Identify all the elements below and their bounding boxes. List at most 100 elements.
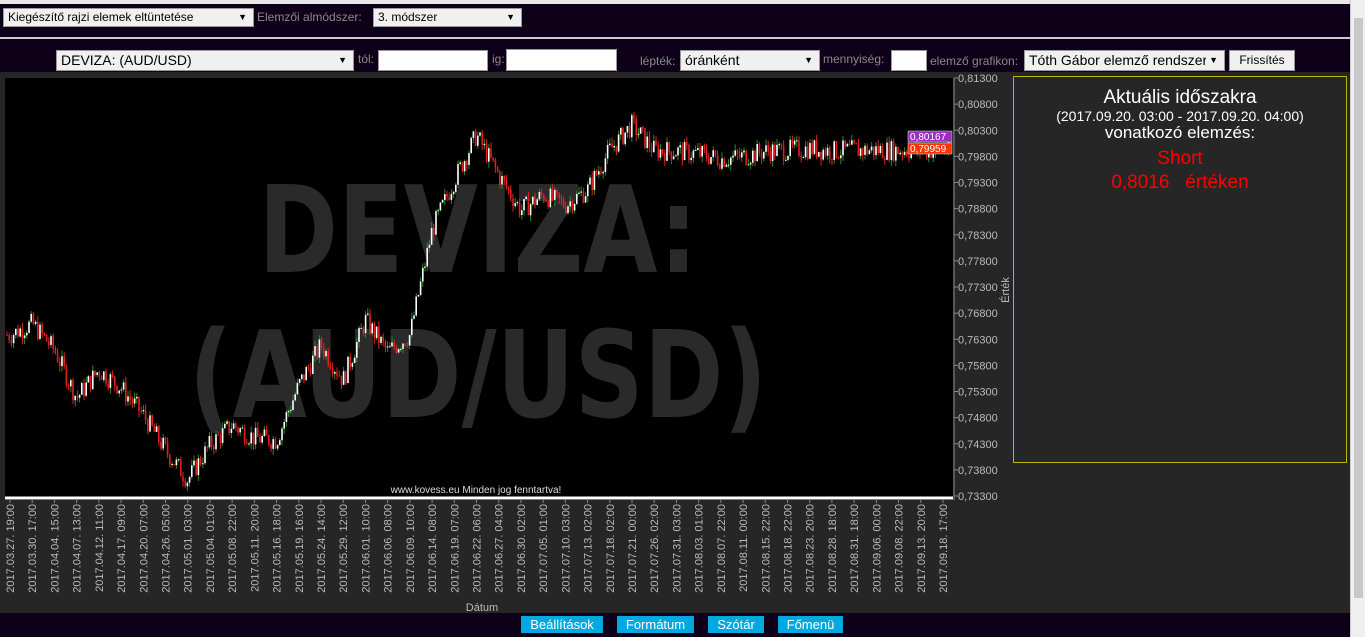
candle-body (483, 143, 486, 146)
to-input[interactable] (506, 49, 617, 71)
candle-body (114, 376, 116, 386)
candle-body (712, 150, 714, 158)
candle-body (754, 150, 756, 162)
candle-body (188, 476, 191, 483)
candle-body (600, 171, 602, 174)
x-tick-label: 2017.05.04. 01:00 (205, 504, 217, 593)
candle-body (52, 336, 54, 349)
to-label: ig: (492, 52, 505, 66)
x-tick-label: 2017.08.18. 22:00 (783, 504, 795, 593)
y-tick-label: 0,76300 (958, 334, 998, 346)
candle-body (428, 244, 431, 248)
candle-body (285, 412, 288, 423)
candle-body (881, 146, 884, 159)
candle-body (228, 421, 230, 433)
candle-body (708, 158, 710, 164)
settings-button[interactable]: Beállítások (521, 616, 603, 633)
x-tick-label: 2017.04.17. 09:00 (116, 504, 128, 593)
candle-body (26, 332, 28, 336)
candle-body (448, 196, 450, 200)
candle-body (213, 446, 215, 450)
x-tick-label: 2017.07.21. 00:00 (627, 504, 639, 593)
x-tick-label: 2017.09.13. 20:00 (916, 504, 928, 593)
candle-body (650, 147, 653, 153)
candle-body (677, 147, 679, 156)
candle-body (474, 131, 477, 146)
candle-body (793, 140, 796, 145)
candle-body (745, 150, 747, 165)
chart-type-select[interactable]: Tóth Gábor elemző rendszer ▼ (1024, 50, 1225, 71)
instrument-select[interactable]: DEVIZA: (AUD/USD) ▼ (56, 50, 354, 71)
candle-body (525, 196, 527, 200)
x-tick-label: 2017.08.11. 00:00 (738, 504, 750, 592)
y-tick-label: 0,74300 (958, 439, 998, 451)
refresh-button[interactable]: Frissítés (1229, 50, 1295, 71)
scrollbar-thumb[interactable] (1354, 18, 1363, 598)
candle-body (131, 399, 134, 404)
candle-body (895, 146, 897, 161)
candle-body (63, 356, 65, 366)
candle-body (481, 132, 483, 146)
x-tick-label: 2017.08.15. 22:00 (760, 504, 772, 593)
candle-body (32, 313, 35, 324)
y-tick-label: 0,81300 (958, 73, 998, 85)
candle-body (243, 427, 246, 443)
candle-body (527, 196, 530, 216)
step-select[interactable]: óránként ▼ (680, 50, 820, 71)
dictionary-button[interactable]: Szótár (708, 616, 764, 633)
format-button[interactable]: Formátum (617, 616, 694, 633)
candle-body (30, 313, 32, 322)
candle-body (59, 362, 61, 367)
candle-body (699, 147, 701, 157)
candle-body (21, 328, 24, 339)
candle-body (360, 327, 362, 329)
candle-body (276, 444, 279, 449)
candle-body (479, 132, 481, 136)
candle-body (829, 147, 831, 160)
quantity-input[interactable] (891, 50, 927, 71)
candle-body (646, 136, 648, 148)
candle-body (98, 372, 101, 377)
analysis-value-suffix: értéken (1185, 172, 1249, 193)
candle-body (824, 149, 827, 156)
candle-body (455, 184, 457, 192)
candle-body (87, 376, 90, 383)
candle-body (41, 324, 43, 334)
page-scrollbar[interactable] (1350, 0, 1365, 637)
candle-body (800, 155, 802, 158)
candle-body (342, 371, 345, 385)
candle-body (534, 196, 536, 205)
submethod-select[interactable]: 3. módszer ▼ (373, 8, 522, 27)
candle-body (503, 176, 505, 180)
hide-elements-select[interactable]: Kiegészítő rajzi elemek eltüntetése ▼ (3, 8, 254, 27)
candle-body (408, 335, 411, 346)
from-input[interactable] (378, 50, 488, 71)
candle-body (769, 151, 772, 162)
candle-body (617, 134, 620, 152)
candle-body (540, 192, 543, 196)
price-tag-box (907, 130, 953, 143)
candle-body (169, 454, 171, 465)
candle-body (23, 335, 26, 339)
candle-body (490, 148, 492, 158)
candle-body (833, 141, 835, 160)
candle-body (565, 207, 567, 213)
main-menu-button[interactable]: Főmenü (778, 616, 843, 633)
candle-body (494, 159, 497, 168)
candle-body (314, 346, 316, 356)
candle-body (560, 198, 563, 200)
candle-body (705, 149, 708, 159)
candle-body (576, 193, 578, 204)
candle-body (496, 167, 499, 172)
candle-body (516, 202, 519, 204)
candle-body (606, 144, 609, 159)
candle-body (292, 400, 294, 411)
candle-body (270, 444, 272, 449)
candle-body (807, 146, 809, 159)
candle-body (397, 348, 400, 353)
candle-body (672, 156, 675, 160)
candle-body (246, 442, 248, 444)
candle-body (173, 463, 175, 466)
candle-body (395, 347, 398, 353)
candle-body (851, 140, 853, 145)
